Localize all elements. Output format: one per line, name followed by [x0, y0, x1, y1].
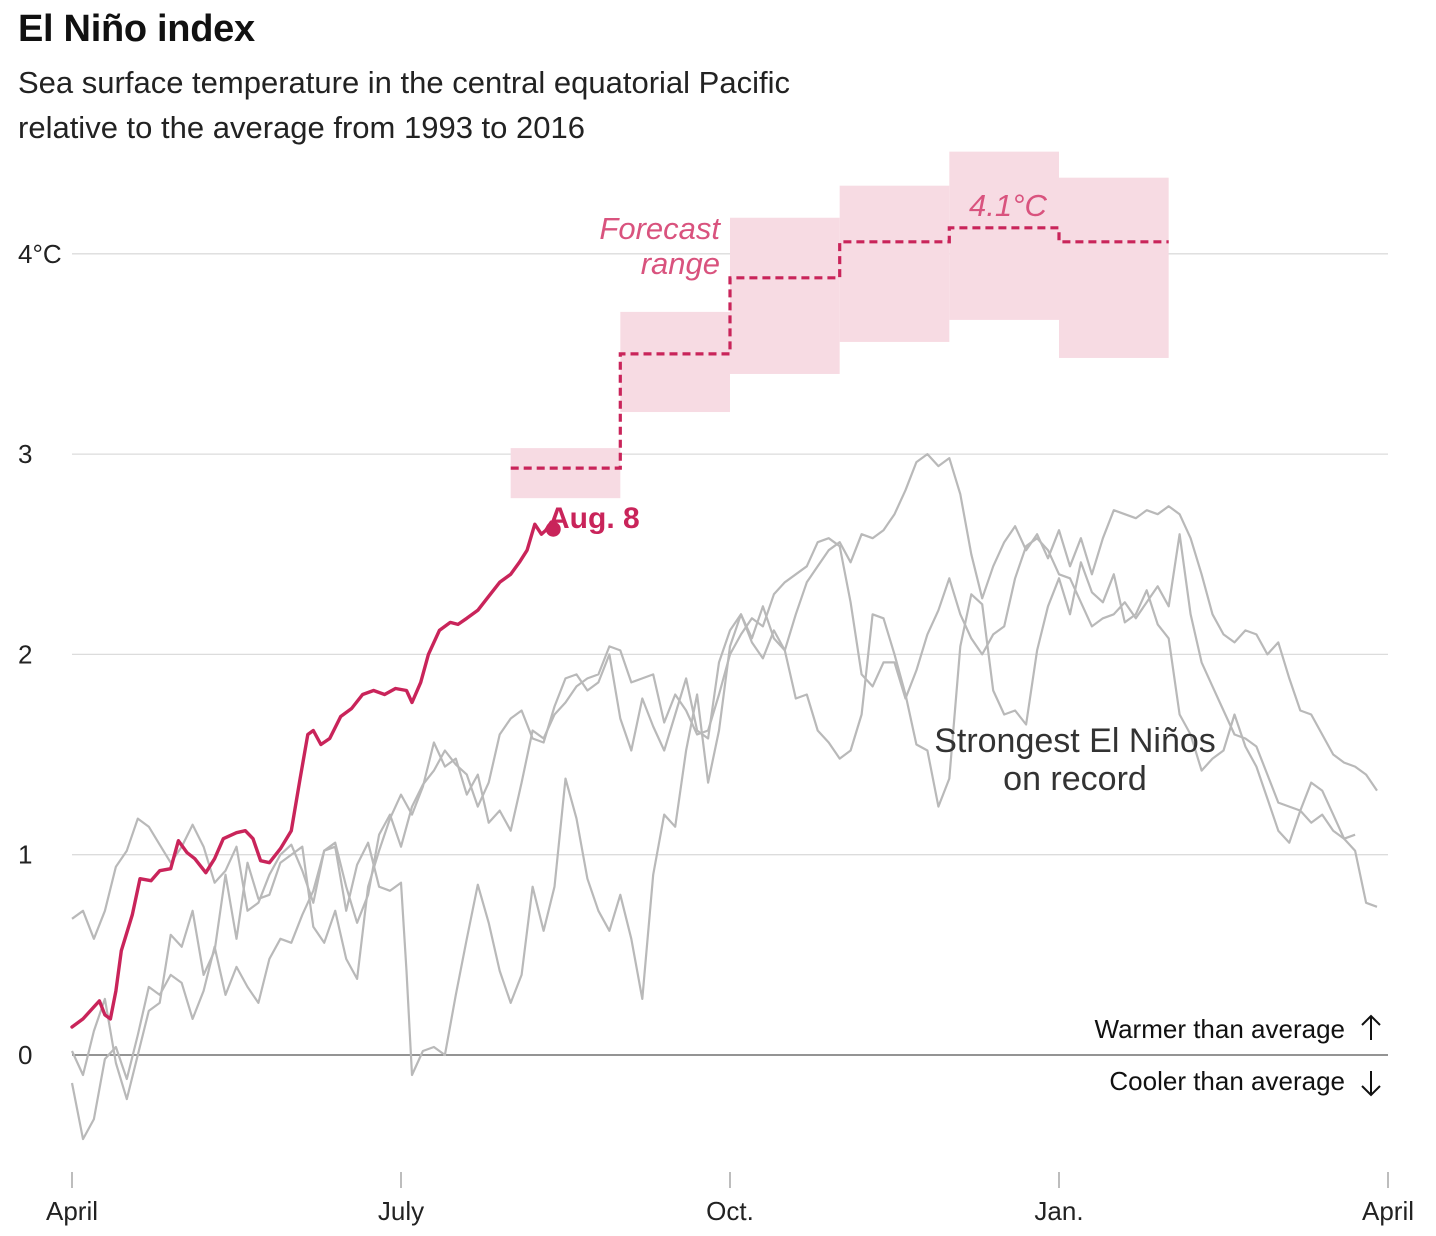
- x-tick-label: April: [46, 1196, 98, 1226]
- historical-line-0: [71, 561, 1378, 1077]
- historical-lines-layer: [70, 453, 1378, 1141]
- forecast-band-4: [949, 151, 1059, 320]
- up-arrow-icon: [1361, 1014, 1381, 1040]
- forecast-band-2: [730, 217, 840, 374]
- y-tick-label: 3: [18, 439, 32, 469]
- forecast-band-5: [1059, 177, 1169, 358]
- current-line-layer: [70, 520, 561, 1029]
- current-endpoint-dot: [545, 521, 561, 537]
- y-tick-label: 0: [18, 1040, 32, 1070]
- axis-layer: 0 1 2 3 4°C April July Oct. Jan. April: [18, 239, 1414, 1226]
- chart-subtitle: Sea surface temperature in the central e…: [18, 65, 790, 145]
- forecast-median-line: [510, 226, 1169, 470]
- forecast-band-3: [839, 185, 950, 342]
- forecast-label-line2: range: [641, 246, 720, 281]
- forecast-band-layer: [510, 151, 1169, 499]
- chart-title: El Niño index: [18, 8, 255, 50]
- x-tick-label: Oct.: [706, 1196, 754, 1226]
- forecast-band-1: [620, 311, 730, 413]
- warmer-label: Warmer than average: [1095, 1014, 1345, 1044]
- y-tick-label: 2: [18, 639, 32, 669]
- historical-label-line1: Strongest El Niños: [934, 722, 1216, 760]
- historical-line-2: [71, 533, 1356, 1101]
- forecast-median-layer: [510, 226, 1169, 470]
- forecast-peak-label: 4.1°C: [969, 188, 1047, 223]
- down-arrow-icon: [1361, 1071, 1381, 1097]
- historical-label-line2: on record: [1003, 760, 1147, 798]
- x-tick-label: July: [378, 1196, 424, 1226]
- historical-line-1: [70, 453, 1378, 1141]
- forecast-label-line1: Forecast: [599, 211, 721, 246]
- y-tick-label: 1: [18, 840, 32, 870]
- y-tick-label: 4°C: [18, 239, 62, 269]
- x-tick-label: April: [1362, 1196, 1414, 1226]
- forecast-band-0: [510, 448, 621, 499]
- x-tick-label: Jan.: [1034, 1196, 1083, 1226]
- current-line: [70, 520, 553, 1029]
- current-date-label: Aug. 8: [548, 502, 640, 535]
- cooler-label: Cooler than average: [1109, 1066, 1345, 1096]
